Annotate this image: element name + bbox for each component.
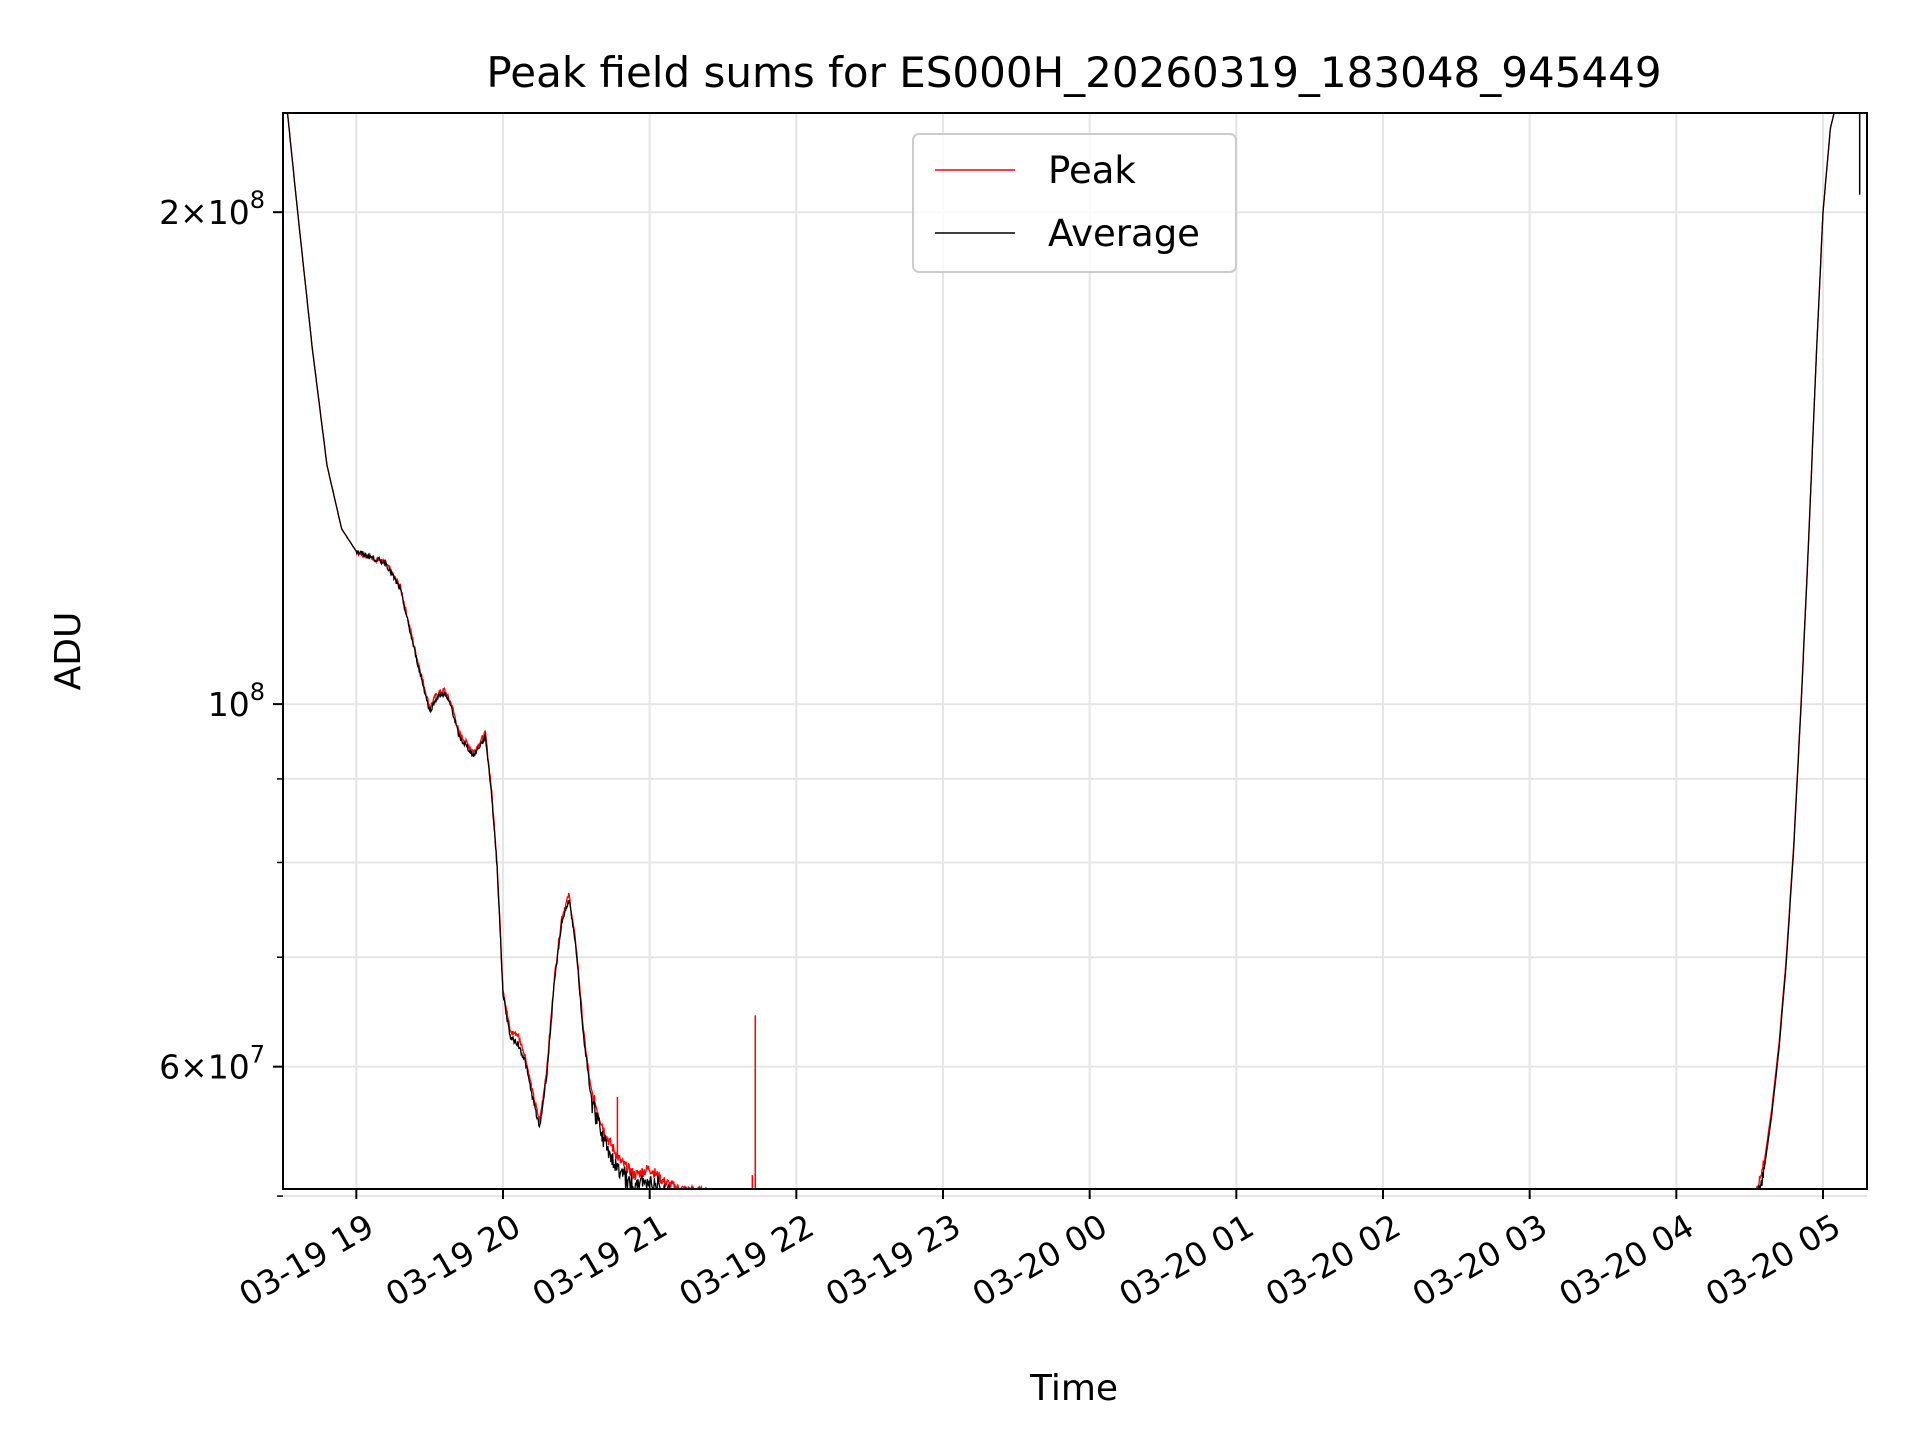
legend-average-label: Average: [1048, 212, 1200, 255]
grid: [283, 113, 1867, 1198]
chart-title: Peak field sums for ES000H_20260319_1830…: [486, 48, 1661, 97]
series-peak-line: [285, 113, 1867, 1189]
y-axis-label: ADU: [48, 612, 89, 691]
plot-lines: [285, 113, 1867, 1189]
y-tick-label: 2×108: [159, 186, 265, 232]
series-average-line: [285, 113, 1867, 1189]
legend: Peak Average: [912, 133, 1237, 273]
y-tick-label: 108: [208, 678, 265, 724]
y-tick-label: 6×107: [159, 1041, 265, 1087]
legend-peak-label: Peak: [1048, 149, 1136, 192]
plot-frame: [282, 112, 1868, 1190]
legend-box: [912, 133, 1237, 273]
x-axis-label: Time: [1029, 1368, 1118, 1409]
